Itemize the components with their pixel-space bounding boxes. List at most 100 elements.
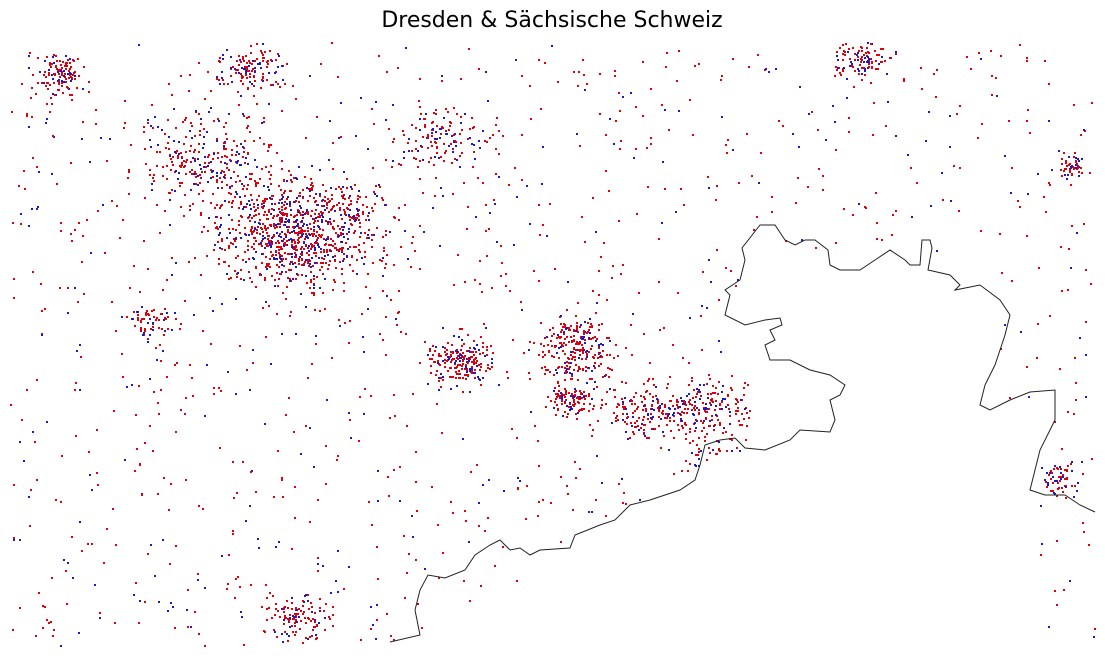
dot bbox=[221, 303, 223, 305]
dot bbox=[319, 287, 321, 289]
dot bbox=[230, 177, 232, 179]
dot bbox=[56, 68, 58, 70]
dot bbox=[271, 237, 273, 239]
dot bbox=[279, 261, 281, 263]
dot bbox=[311, 244, 313, 246]
dot bbox=[213, 153, 215, 155]
dot bbox=[609, 340, 611, 342]
dot bbox=[317, 499, 319, 501]
dot bbox=[218, 120, 220, 122]
dot bbox=[50, 97, 52, 99]
dot bbox=[476, 365, 478, 367]
dot bbox=[489, 137, 491, 139]
dot bbox=[708, 374, 710, 376]
dot bbox=[171, 329, 173, 331]
dot bbox=[911, 216, 913, 218]
dot bbox=[594, 367, 596, 369]
dot bbox=[616, 415, 618, 417]
dot bbox=[330, 187, 332, 189]
dot bbox=[269, 244, 271, 246]
dot bbox=[219, 57, 221, 59]
dot bbox=[857, 68, 859, 70]
dot bbox=[1073, 167, 1075, 169]
dot bbox=[436, 146, 438, 148]
dot bbox=[520, 301, 522, 303]
dot bbox=[337, 591, 339, 593]
dot bbox=[732, 149, 734, 151]
dot bbox=[822, 175, 824, 177]
dot bbox=[564, 396, 566, 398]
dot bbox=[58, 79, 60, 81]
dot bbox=[294, 486, 296, 488]
dot bbox=[360, 97, 362, 99]
dot bbox=[578, 366, 580, 368]
dot bbox=[545, 406, 547, 408]
dot bbox=[442, 346, 444, 348]
dot bbox=[268, 144, 270, 146]
dot bbox=[302, 605, 304, 607]
dot bbox=[563, 394, 565, 396]
dot bbox=[588, 511, 590, 513]
dot bbox=[65, 78, 67, 80]
dot bbox=[577, 302, 579, 304]
dot bbox=[581, 358, 583, 360]
dot bbox=[249, 505, 251, 507]
dot bbox=[844, 54, 846, 56]
dot bbox=[348, 197, 350, 199]
dot bbox=[880, 48, 882, 50]
dot bbox=[703, 420, 705, 422]
dot bbox=[349, 320, 351, 322]
dot bbox=[241, 183, 243, 185]
dot bbox=[538, 465, 540, 467]
dot bbox=[358, 440, 360, 442]
dot bbox=[151, 189, 153, 191]
dot bbox=[266, 214, 268, 216]
dot bbox=[1060, 478, 1062, 480]
dot bbox=[856, 54, 858, 56]
dot bbox=[705, 403, 707, 405]
dot bbox=[168, 509, 170, 511]
dot bbox=[691, 377, 693, 379]
dot bbox=[156, 359, 158, 361]
dot bbox=[141, 494, 143, 496]
dot bbox=[575, 349, 577, 351]
dot bbox=[622, 406, 624, 408]
dot bbox=[266, 597, 268, 599]
dot bbox=[21, 83, 23, 85]
dot bbox=[673, 420, 675, 422]
dot bbox=[28, 67, 30, 69]
dot bbox=[128, 171, 130, 173]
dot bbox=[290, 214, 292, 216]
dot bbox=[597, 357, 599, 359]
dot bbox=[699, 391, 701, 393]
dot bbox=[370, 628, 372, 630]
dot bbox=[467, 358, 469, 360]
dot bbox=[307, 261, 309, 263]
dot bbox=[250, 194, 252, 196]
dot bbox=[614, 389, 616, 391]
dot bbox=[861, 56, 863, 58]
dot bbox=[299, 256, 301, 258]
dot bbox=[549, 203, 551, 205]
dot bbox=[256, 103, 258, 105]
dot bbox=[371, 108, 373, 110]
dot bbox=[250, 208, 252, 210]
dot bbox=[164, 210, 166, 212]
dot bbox=[453, 141, 455, 143]
dot bbox=[740, 399, 742, 401]
dot bbox=[419, 225, 421, 227]
dot bbox=[228, 228, 230, 230]
dot bbox=[281, 194, 283, 196]
dot bbox=[458, 336, 460, 338]
dot bbox=[1048, 120, 1050, 122]
dot bbox=[58, 81, 60, 83]
dot bbox=[326, 207, 328, 209]
dot bbox=[1085, 321, 1087, 323]
dot bbox=[190, 626, 192, 628]
dot bbox=[516, 437, 518, 439]
dot bbox=[605, 134, 607, 136]
dot bbox=[689, 403, 691, 405]
dot bbox=[438, 389, 440, 391]
dot bbox=[66, 86, 68, 88]
dot bbox=[32, 157, 34, 159]
